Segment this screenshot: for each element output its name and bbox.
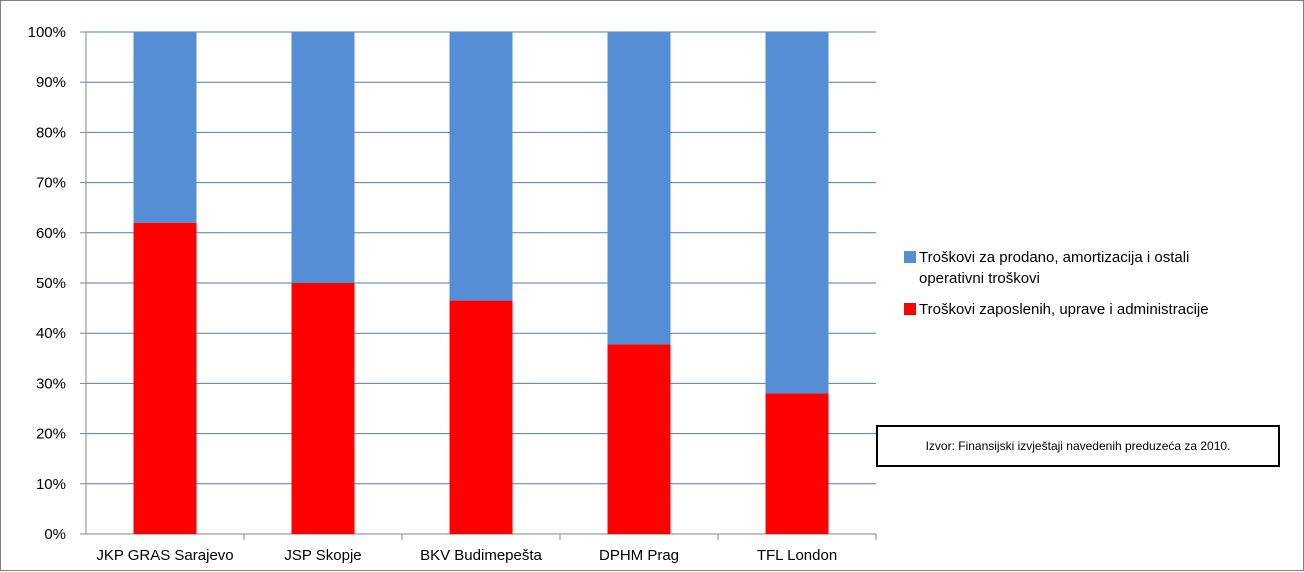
y-tick-label: 10% [36,476,66,493]
legend-label-staff-costs: Troškovi zaposlenih, uprave i administra… [919,301,1209,318]
y-tick-label: 30% [36,375,66,392]
bar-segment-operating-costs [607,32,671,345]
source-note-text: Izvor: Finansijski izvještaji navedenih … [925,439,1231,453]
x-tick-label: JSP Skopje [284,547,361,564]
legend-label-line2: operativni troškovi [919,270,1040,287]
legend: Troškovi za prodano, amortizacija i osta… [904,247,1294,330]
legend-item-staff-costs: Troškovi zaposlenih, uprave i administra… [904,299,1294,320]
y-tick-label: 70% [36,175,66,192]
x-tick-label: DPHM Prag [599,547,679,564]
y-tick-label: 50% [36,275,66,292]
bar-segment-operating-costs [133,32,197,223]
x-tick-label: BKV Budimepešta [420,547,542,564]
y-tick-label: 40% [36,325,66,342]
bar-segment-operating-costs [765,32,829,394]
y-tick-label: 80% [36,124,66,141]
legend-item-operating-costs: Troškovi za prodano, amortizacija i osta… [904,247,1294,289]
legend-swatch-red [904,303,916,315]
bar-segment-operating-costs [449,32,513,301]
bar-segment-operating-costs [291,32,355,283]
y-tick-label: 60% [36,225,66,242]
bar-segment-staff-costs [449,300,513,534]
y-tick-label: 90% [36,74,66,91]
y-tick-label: 100% [28,24,66,41]
x-tick-label: JKP GRAS Sarajevo [96,547,233,564]
bar-segment-staff-costs [291,283,355,534]
y-tick-label: 20% [36,426,66,443]
legend-label-operating-costs: Troškovi za prodano, amortizacija i osta… [919,247,1189,289]
bar-segment-staff-costs [607,344,671,534]
legend-swatch-blue [904,251,916,263]
source-note-box: Izvor: Finansijski izvještaji navedenih … [876,425,1280,467]
y-tick-label: 0% [44,526,66,543]
bar-segment-staff-costs [765,393,829,534]
x-tick-label: TFL London [757,547,837,564]
bar-segment-staff-costs [133,222,197,534]
legend-label-line1: Troškovi za prodano, amortizacija i osta… [919,249,1190,266]
